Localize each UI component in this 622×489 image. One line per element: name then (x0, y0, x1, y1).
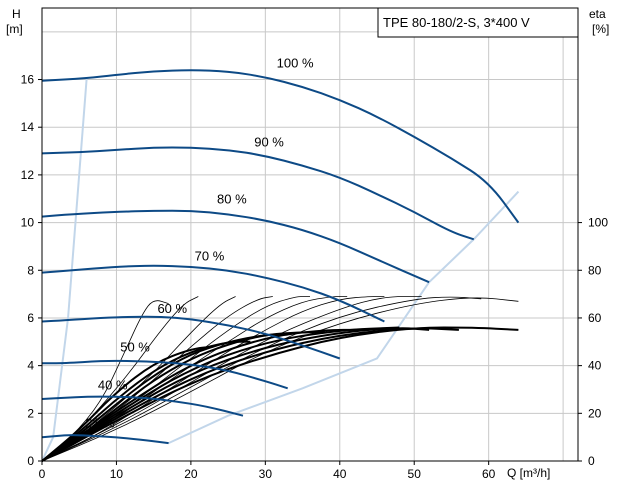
x-tick-label: 40 (333, 467, 347, 481)
x-tick-label: 60 (482, 467, 496, 481)
speed-label: 100 % (277, 56, 314, 71)
y-tick-label: 10 (21, 216, 35, 230)
tick-labels: 0 10 20 30 40 50 60 0 2 4 6 8 10 12 14 16 0 20 40 60 80 100 (21, 73, 609, 481)
x-tick-label: 20 (184, 467, 198, 481)
y-tick-label: 0 (27, 454, 34, 468)
x-tick-label: 30 (259, 467, 273, 481)
speed-label: 90 % (254, 134, 284, 149)
pump-curve (41, 209, 430, 284)
speed-label: 25 % (85, 416, 115, 431)
efficiency-curve-thick (41, 327, 459, 462)
title-box (377, 7, 579, 38)
y2-tick-label: 40 (588, 359, 602, 373)
pump-curve (41, 395, 244, 417)
efficiency-curves-thick (41, 326, 519, 462)
y-tick-label: 4 (27, 359, 34, 373)
y-tick-label: 2 (27, 406, 34, 420)
y2-tick-label: 100 (588, 216, 608, 230)
speed-label: 60 % (157, 301, 187, 316)
y-tick-label: 16 (21, 73, 35, 87)
y2-tick-label: 0 (588, 454, 595, 468)
y2-tick-label: 20 (588, 406, 602, 420)
efficiency-curve-thick (41, 326, 519, 462)
y-tick-label: 12 (21, 168, 35, 182)
plot-frame (41, 7, 579, 462)
x-tick-label: 0 (39, 467, 46, 481)
speed-label: 70 % (195, 249, 225, 264)
x-axis-label: Q [m³/h] (507, 466, 550, 480)
y-axis-label: H (12, 7, 21, 21)
y2-tick-label: 60 (588, 311, 602, 325)
y-tick-label: 6 (27, 311, 34, 325)
y-tick-label: 8 (27, 263, 34, 277)
pump-curve (41, 69, 520, 224)
y2-tick-label: 80 (588, 263, 602, 277)
efficiency-curve-thin (41, 296, 422, 462)
y2-axis-unit: [%] (592, 22, 609, 36)
pump-curve (41, 315, 341, 360)
x-tick-label: 50 (408, 467, 422, 481)
pump-curves (41, 69, 520, 445)
x-tick-label: 10 (110, 467, 124, 481)
speed-label: 50 % (120, 339, 150, 354)
pump-curve (42, 359, 289, 390)
efficiency-curve-thin (41, 296, 482, 462)
y-tick-label: 14 (21, 120, 35, 134)
efficiency-curve-thick (41, 326, 400, 462)
pump-curve (41, 434, 169, 445)
speed-label: 80 % (217, 192, 247, 207)
speed-labels: 100 % 90 % 80 % 70 % 60 % 50 % 40 % 25 % (85, 56, 314, 431)
pump-curve (41, 146, 475, 241)
chart-title: TPE 80-180/2-S, 3*400 V (383, 15, 530, 30)
pump-curve (41, 264, 385, 323)
y-axis-unit: [m] (6, 22, 23, 36)
operating-limit-left (41, 78, 88, 462)
y2-axis-label: eta (589, 7, 606, 21)
speed-label: 40 % (98, 377, 128, 392)
